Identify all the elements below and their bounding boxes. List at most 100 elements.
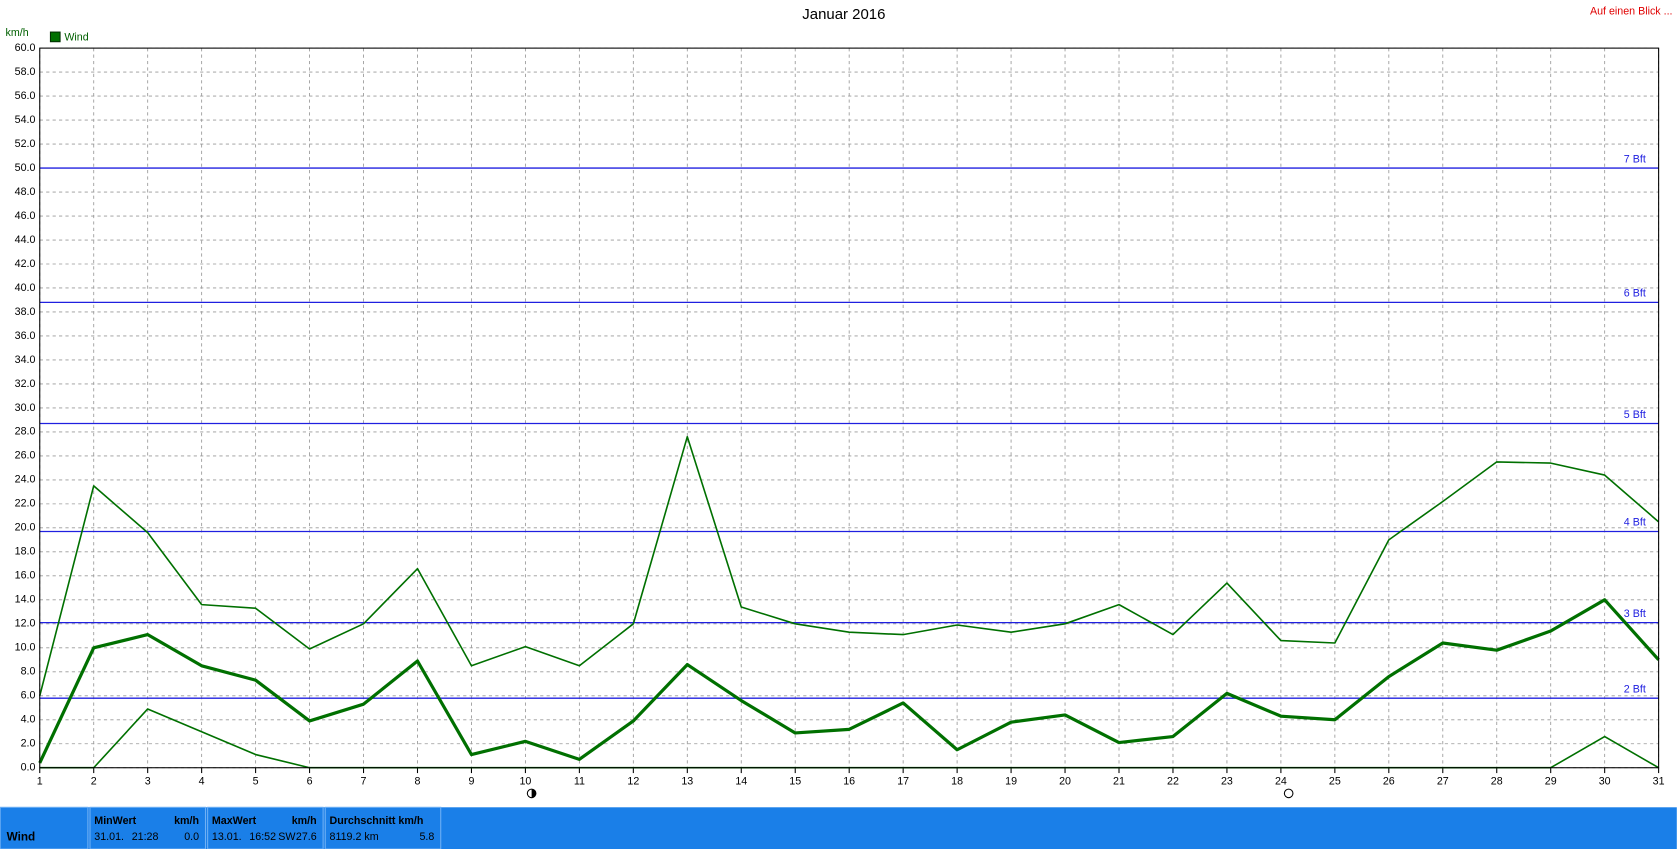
x-tick-label: 3	[145, 775, 151, 787]
x-tick-label: 10	[519, 775, 531, 787]
summary-row-label: Wind	[7, 830, 36, 843]
x-tick-label: 9	[468, 775, 474, 787]
x-tick-label: 24	[1275, 775, 1287, 787]
summary-cell	[207, 806, 324, 849]
y-tick-label: 20.0	[15, 522, 36, 534]
summary-unit: km/h	[292, 815, 317, 827]
y-tick-label: 56.0	[15, 90, 36, 102]
summary-cell	[89, 806, 207, 849]
y-tick-label: 48.0	[15, 186, 36, 198]
summary-value: 5.8	[419, 831, 434, 843]
moon-icon	[1283, 788, 1294, 799]
y-tick-label: 42.0	[15, 258, 36, 270]
y-tick-label: 50.0	[15, 162, 36, 174]
y-tick-label: 52.0	[15, 138, 36, 150]
moon-icon-shade	[531, 789, 536, 798]
summary-value: 0.0	[184, 831, 199, 843]
y-tick-label: 22.0	[15, 498, 36, 510]
y-tick-label: 34.0	[15, 354, 36, 366]
x-tick-label: 28	[1491, 775, 1503, 787]
x-tick-label: 15	[789, 775, 801, 787]
summary-value: 31.01.	[94, 831, 124, 843]
summary-header: MinWert	[94, 815, 136, 827]
y-tick-label: 18.0	[15, 546, 36, 558]
y-tick-label: 32.0	[15, 378, 36, 390]
y-tick-label: 30.0	[15, 402, 36, 414]
y-tick-label: 24.0	[15, 474, 36, 486]
x-tick-label: 14	[735, 775, 747, 787]
y-tick-label: 44.0	[15, 234, 36, 246]
summary-header: MaxWert	[212, 815, 257, 827]
y-tick-label: 16.0	[15, 570, 36, 582]
x-tick-label: 25	[1329, 775, 1341, 787]
legend-label: Wind	[64, 31, 88, 43]
x-tick-label: 23	[1221, 775, 1233, 787]
reference-label: 7 Bft	[1624, 153, 1646, 165]
x-tick-label: 30	[1599, 775, 1611, 787]
wind-line	[38, 598, 1660, 764]
summary-cell	[324, 806, 442, 849]
summary-unit: km/h	[174, 815, 199, 827]
x-tick-label: 31	[1653, 775, 1665, 787]
summary-cell	[0, 806, 89, 849]
y-tick-label: 58.0	[15, 66, 36, 78]
reference-label: 2 Bft	[1624, 683, 1646, 695]
y-tick-label: 0.0	[21, 762, 36, 774]
x-tick-label: 2	[91, 775, 97, 787]
y-tick-label: 6.0	[21, 690, 36, 702]
chart-title: Januar 2016	[802, 6, 885, 23]
reference-label: 5 Bft	[1624, 409, 1646, 421]
reference-lines: 2 Bft 3 Bft 4 Bft 5 Bft 6 Bft 7 Bft	[39, 153, 1659, 699]
x-tick-label: 1	[37, 775, 43, 787]
x-tick-label: 20	[1059, 775, 1071, 787]
x-tick-label: 8	[415, 775, 421, 787]
wind-line	[38, 435, 1660, 696]
x-tick-label: 11	[574, 775, 585, 787]
summary-value: 13.01.	[212, 831, 242, 843]
reference-label: 6 Bft	[1624, 288, 1646, 300]
plot-frame	[39, 47, 1660, 769]
y-unit: km/h	[6, 27, 29, 39]
x-tick-label: 27	[1437, 775, 1449, 787]
x-tick-label: 26	[1383, 775, 1395, 787]
grid: 0.02.04.06.08.010.012.014.016.018.020.02…	[15, 42, 1665, 788]
y-tick-label: 40.0	[15, 282, 36, 294]
y-tick-label: 54.0	[15, 114, 36, 126]
summary-header: Durchschnitt km/h	[330, 815, 424, 827]
x-tick-label: 22	[1167, 775, 1179, 787]
legend-swatch	[49, 31, 61, 43]
x-tick-label: 7	[361, 775, 367, 787]
summary-value: 8119.2 km	[330, 831, 379, 843]
y-tick-label: 38.0	[15, 306, 36, 318]
y-tick-label: 10.0	[15, 642, 36, 654]
summary-table: Wind MinWert km/h 31.01. 21:28 0.0 MaxWert km/h…	[0, 806, 442, 849]
x-tick-label: 4	[199, 775, 205, 787]
y-tick-label: 14.0	[15, 594, 36, 606]
summary-value: 27.6	[296, 831, 317, 843]
x-tick-label: 21	[1113, 775, 1125, 787]
x-tick-label: 5	[253, 775, 259, 787]
x-tick-label: 19	[1005, 775, 1017, 787]
y-tick-label: 36.0	[15, 330, 36, 342]
x-tick-label: 6	[307, 775, 313, 787]
reference-label: 4 Bft	[1624, 517, 1646, 529]
y-tick-label: 8.0	[21, 666, 36, 678]
x-tick-label: 13	[681, 775, 693, 787]
x-tick-label: 12	[627, 775, 639, 787]
reference-label: 3 Bft	[1624, 608, 1646, 620]
y-tick-label: 2.0	[21, 738, 36, 750]
x-tick-label: 29	[1545, 775, 1557, 787]
x-tick-label: 16	[843, 775, 855, 787]
y-tick-label: 4.0	[21, 714, 36, 726]
summary-value: SW	[278, 831, 296, 843]
x-tick-label: 17	[897, 775, 909, 787]
y-tick-label: 46.0	[15, 210, 36, 222]
y-tick-label: 26.0	[15, 450, 36, 462]
summary-value: 16:52	[249, 831, 276, 843]
y-tick-label: 28.0	[15, 426, 36, 438]
summary-value: 21:28	[132, 831, 159, 843]
corner-note[interactable]: Auf einen Blick ...	[1590, 6, 1673, 18]
y-tick-label: 60.0	[15, 42, 36, 54]
